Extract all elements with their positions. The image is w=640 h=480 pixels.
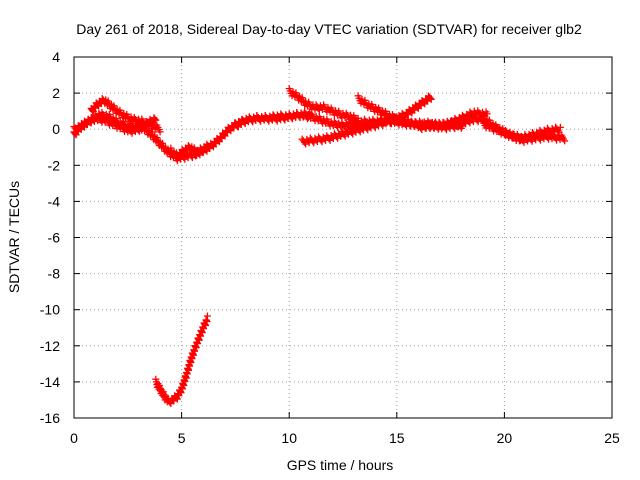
y-tick-label: -16: [40, 410, 60, 426]
y-tick-label: -10: [40, 302, 60, 318]
y-axis-label: SDTVAR / TECUs: [6, 181, 22, 293]
data-point: [205, 143, 213, 151]
x-tick-label: 0: [70, 430, 78, 446]
x-tick-label: 20: [497, 430, 513, 446]
y-tick-label: -14: [40, 374, 60, 390]
data-point: [206, 144, 214, 152]
x-tick-label: 10: [281, 430, 297, 446]
data-point: [561, 137, 569, 145]
x-tick-label: 25: [604, 430, 620, 446]
data-series: [87, 95, 164, 136]
y-tick-label: 2: [52, 85, 60, 101]
data-series: [70, 112, 160, 139]
y-tick-label: -8: [48, 266, 61, 282]
data-series: [479, 117, 569, 146]
data-point: [354, 114, 362, 122]
y-tick-label: 0: [52, 121, 60, 137]
y-tick-label: -2: [48, 157, 61, 173]
x-tick-label: 15: [389, 430, 405, 446]
y-tick-label: -12: [40, 338, 60, 354]
chart-title: Day 261 of 2018, Sidereal Day-to-day VTE…: [76, 21, 582, 37]
data-point: [542, 132, 550, 140]
y-tick-label: -4: [48, 193, 61, 209]
data-point: [427, 95, 435, 103]
data-point: [203, 312, 211, 320]
x-tick-label: 5: [178, 430, 186, 446]
data-series: [167, 140, 214, 162]
y-tick-label: -6: [48, 230, 61, 246]
data-series: [285, 85, 362, 126]
data-point: [556, 123, 564, 131]
x-axis-label: GPS time / hours: [287, 457, 394, 473]
data-point: [151, 115, 159, 123]
y-tick-label: 4: [52, 49, 60, 65]
plot-area: [70, 85, 569, 408]
data-point: [156, 128, 164, 136]
data-series: [152, 312, 211, 408]
data-point: [152, 116, 160, 124]
data-point: [426, 94, 434, 102]
